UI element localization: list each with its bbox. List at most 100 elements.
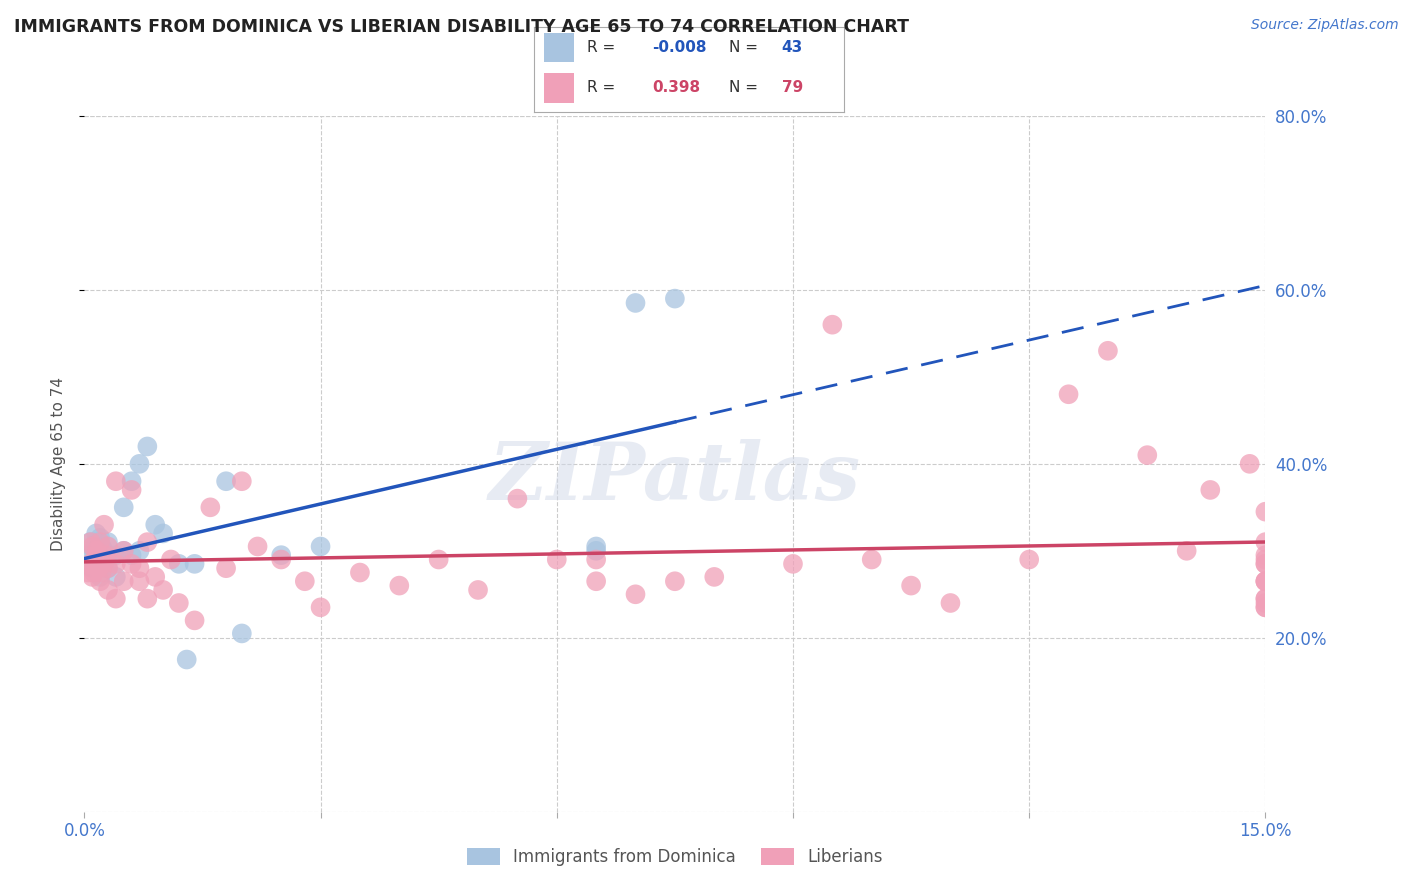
Point xyxy=(84,548,107,562)
Point xyxy=(112,543,135,558)
Point xyxy=(128,457,150,471)
Point xyxy=(1254,505,1277,519)
Point xyxy=(93,543,115,558)
Point xyxy=(143,570,166,584)
Point xyxy=(89,574,111,589)
Point xyxy=(112,500,135,515)
Point xyxy=(87,543,110,558)
Point xyxy=(136,440,159,454)
Point xyxy=(112,543,135,558)
Legend: Immigrants from Dominica, Liberians: Immigrants from Dominica, Liberians xyxy=(460,841,890,873)
Point xyxy=(93,557,115,571)
Point xyxy=(1254,574,1277,589)
Point xyxy=(506,491,529,506)
Point xyxy=(215,474,238,488)
Point xyxy=(1254,548,1277,562)
Text: R =: R = xyxy=(586,39,614,54)
Point xyxy=(96,552,118,566)
Point xyxy=(294,574,316,589)
Point xyxy=(104,570,127,584)
Point xyxy=(89,535,111,549)
Text: ZIPatlas: ZIPatlas xyxy=(489,439,860,516)
Point xyxy=(1254,557,1277,571)
Text: Source: ZipAtlas.com: Source: ZipAtlas.com xyxy=(1251,18,1399,32)
Point xyxy=(104,591,127,606)
Point xyxy=(183,557,205,571)
Point xyxy=(1199,483,1222,497)
Point xyxy=(128,543,150,558)
Point xyxy=(246,540,269,554)
Point xyxy=(97,535,120,549)
Point xyxy=(97,561,120,575)
Point xyxy=(84,540,107,554)
Bar xyxy=(544,33,575,62)
Y-axis label: Disability Age 65 to 74: Disability Age 65 to 74 xyxy=(51,376,66,551)
Point xyxy=(215,561,238,575)
Point xyxy=(97,561,120,575)
Point xyxy=(349,566,371,580)
Point xyxy=(93,517,115,532)
Point xyxy=(167,557,190,571)
Point xyxy=(86,557,108,571)
Point xyxy=(427,552,450,566)
Point xyxy=(128,574,150,589)
Point xyxy=(1097,343,1119,358)
Point xyxy=(84,552,107,566)
Point xyxy=(87,561,110,575)
Point xyxy=(136,535,159,549)
Point xyxy=(782,557,804,571)
Point xyxy=(860,552,883,566)
Point xyxy=(84,557,107,571)
Point xyxy=(90,566,112,580)
Point xyxy=(152,582,174,597)
Point xyxy=(104,548,127,562)
Point xyxy=(104,474,127,488)
Point xyxy=(77,548,100,562)
Point xyxy=(121,474,143,488)
Point xyxy=(89,570,111,584)
Point xyxy=(1254,596,1277,610)
Point xyxy=(200,500,222,515)
Point xyxy=(89,531,111,545)
Point xyxy=(664,574,686,589)
Text: 79: 79 xyxy=(782,80,803,95)
Text: -0.008: -0.008 xyxy=(652,39,706,54)
Point xyxy=(167,596,190,610)
Point xyxy=(270,548,292,562)
Point xyxy=(152,526,174,541)
Point xyxy=(87,548,110,562)
Point xyxy=(128,561,150,575)
Point xyxy=(1254,535,1277,549)
Point xyxy=(1254,600,1277,615)
Point xyxy=(82,561,104,575)
Text: 0.398: 0.398 xyxy=(652,80,700,95)
Point xyxy=(585,540,607,554)
Bar xyxy=(544,73,575,103)
Point xyxy=(1254,574,1277,589)
Point xyxy=(624,296,647,310)
Point xyxy=(1254,574,1277,589)
Point xyxy=(1136,448,1159,462)
Point xyxy=(546,552,568,566)
Point xyxy=(82,540,104,554)
Point xyxy=(231,474,253,488)
Point xyxy=(136,591,159,606)
Point xyxy=(112,574,135,589)
Point xyxy=(77,566,100,580)
Point xyxy=(97,540,120,554)
Point xyxy=(121,548,143,562)
Point xyxy=(90,540,112,554)
Point xyxy=(143,517,166,532)
Text: N =: N = xyxy=(730,39,758,54)
Point xyxy=(1254,591,1277,606)
Point xyxy=(624,587,647,601)
Point xyxy=(585,543,607,558)
Point xyxy=(83,566,105,580)
Point xyxy=(1018,552,1040,566)
Point xyxy=(309,540,332,554)
Point xyxy=(1239,457,1261,471)
Point xyxy=(1254,600,1277,615)
Point xyxy=(160,552,183,566)
Point xyxy=(939,596,962,610)
Text: N =: N = xyxy=(730,80,758,95)
